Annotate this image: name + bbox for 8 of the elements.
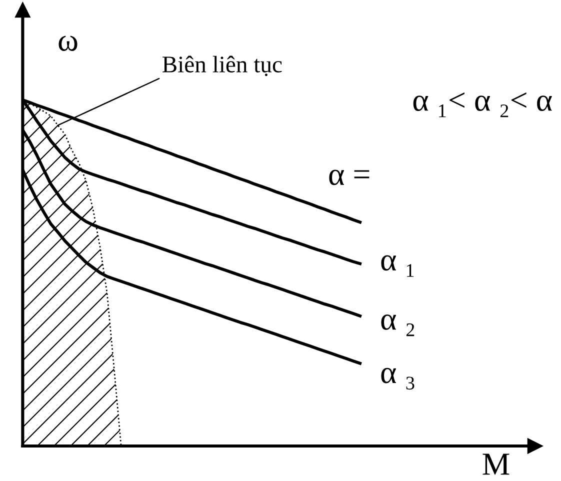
x-axis-title: M bbox=[482, 454, 510, 475]
series-label: α ₂ bbox=[381, 314, 414, 336]
text: Biên liên tục bbox=[162, 56, 282, 76]
y-axis-title: ω bbox=[58, 36, 78, 51]
series-label: α ₃ bbox=[381, 368, 414, 390]
series-label: α = bbox=[329, 170, 370, 186]
series-label: α ₁ bbox=[381, 255, 414, 277]
text: α ₁< α ₂< α bbox=[413, 92, 552, 118]
